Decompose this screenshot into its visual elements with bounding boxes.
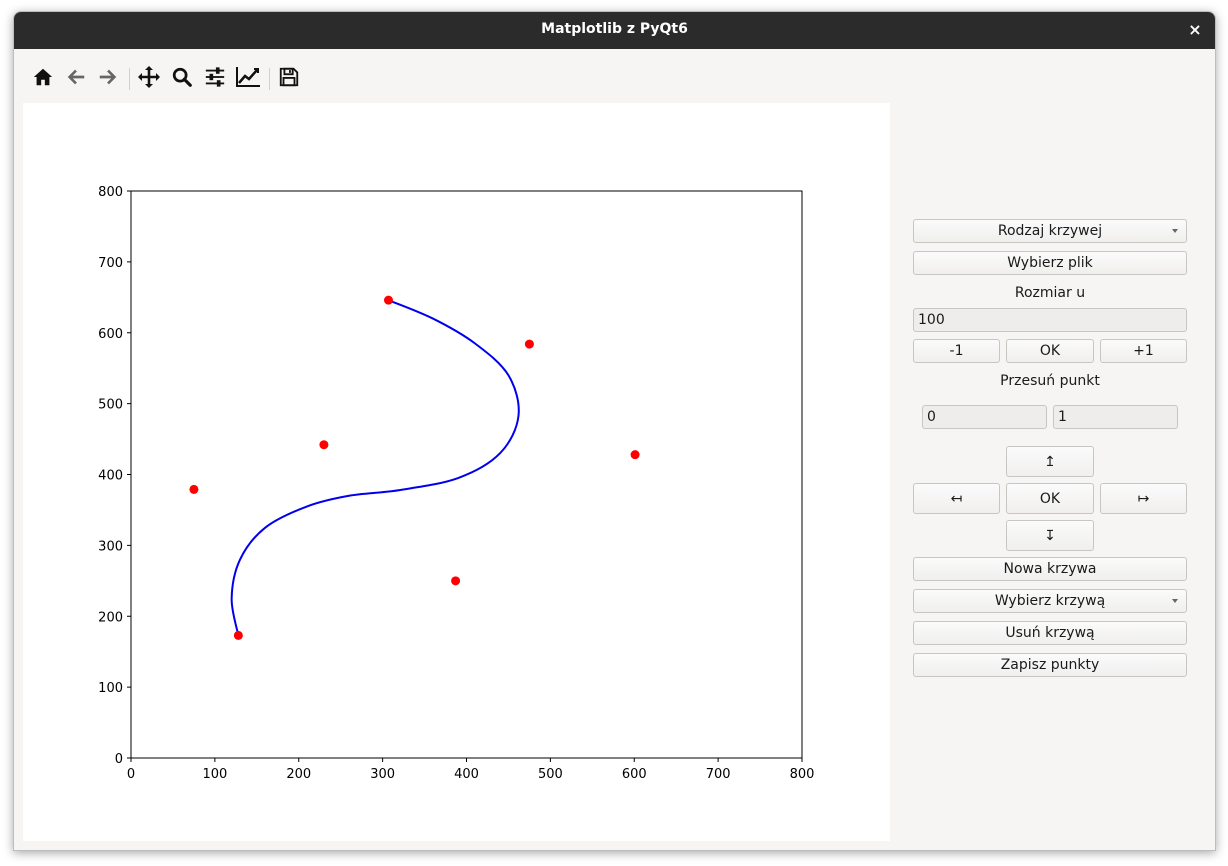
x-tick-label: 400 — [454, 767, 479, 782]
move-x-input[interactable]: 0 — [922, 405, 1047, 429]
curve-type-label: Rodzaj krzywej — [997, 223, 1103, 239]
x-tick-label: 600 — [622, 767, 647, 782]
choose-curve-label: Wybierz krzywą — [994, 593, 1106, 609]
x-tick-label: 800 — [790, 767, 815, 782]
control-point[interactable] — [451, 576, 461, 586]
y-tick-label: 200 — [98, 610, 123, 625]
chevron-down-icon — [1172, 229, 1178, 233]
move-right-button[interactable]: ↦ — [1100, 483, 1187, 514]
zoom-icon[interactable] — [167, 62, 197, 92]
move-point-label: Przesuń punkt — [1000, 373, 1100, 389]
delete-curve-button[interactable]: Usuń krzywą — [913, 621, 1187, 645]
u-size-input[interactable]: 100 — [913, 308, 1187, 332]
close-icon[interactable]: × — [1188, 20, 1202, 39]
increment-button[interactable]: +1 — [1100, 339, 1187, 363]
pan-icon[interactable] — [134, 62, 164, 92]
move-up-button[interactable]: ↥ — [1006, 446, 1094, 477]
control-point[interactable] — [524, 339, 534, 349]
y-tick-label: 600 — [98, 327, 123, 342]
choose-curve-select[interactable]: Wybierz krzywą — [913, 589, 1187, 613]
axes-frame — [130, 190, 803, 759]
x-tick-label: 100 — [202, 767, 227, 782]
configure-subplots-icon[interactable] — [200, 62, 230, 92]
move-left-button[interactable]: ↤ — [913, 483, 1000, 514]
x-tick-label: 0 — [127, 767, 135, 782]
edit-axis-icon[interactable] — [233, 62, 263, 92]
window-title: Matplotlib z PyQt6 — [541, 21, 688, 37]
y-tick-label: 400 — [98, 469, 123, 484]
y-tick-label: 700 — [98, 256, 123, 271]
forward-icon[interactable] — [93, 62, 123, 92]
x-tick-label: 700 — [706, 767, 731, 782]
curve-type-select[interactable]: Rodzaj krzywej — [913, 219, 1187, 243]
y-tick-label: 300 — [98, 539, 123, 554]
x-tick-label: 300 — [370, 767, 395, 782]
y-tick-label: 800 — [98, 185, 123, 200]
home-icon[interactable] — [28, 62, 58, 92]
toolbar-separator — [129, 68, 130, 90]
x-tick-label: 500 — [538, 767, 563, 782]
back-icon[interactable] — [61, 62, 91, 92]
y-tick-label: 0 — [115, 752, 123, 767]
y-tick-label: 500 — [98, 398, 123, 413]
move-down-button[interactable]: ↧ — [1006, 520, 1094, 551]
title-bar: Matplotlib z PyQt6 × — [14, 12, 1215, 49]
save-icon[interactable] — [274, 62, 304, 92]
chevron-down-icon — [1172, 599, 1178, 603]
control-point[interactable] — [319, 440, 329, 450]
choose-file-button[interactable]: Wybierz plik — [913, 251, 1187, 275]
u-size-label: Rozmiar u — [1014, 285, 1086, 301]
control-point[interactable] — [233, 630, 243, 640]
move-ok-button[interactable]: OK — [1006, 483, 1094, 514]
bezier-curve-line — [230, 299, 520, 636]
control-point[interactable] — [630, 450, 640, 460]
plot-svg[interactable]: 0 100 200 300 400 500 600 700 800 0 100 200 300 400 50… — [23, 103, 890, 841]
move-y-input[interactable]: 1 — [1053, 405, 1178, 429]
control-point[interactable] — [383, 295, 393, 305]
u-ok-button[interactable]: OK — [1006, 339, 1094, 363]
app-window: Matplotlib z PyQt6 × — [13, 11, 1216, 851]
navigation-toolbar — [24, 62, 404, 96]
control-point[interactable] — [189, 484, 199, 494]
x-tick-label: 200 — [286, 767, 311, 782]
decrement-button[interactable]: -1 — [913, 339, 1000, 363]
y-tick-label: 100 — [98, 681, 123, 696]
plot-canvas[interactable]: 0 100 200 300 400 500 600 700 800 0 100 200 300 400 50… — [23, 103, 890, 841]
toolbar-separator — [269, 68, 270, 90]
save-points-button[interactable]: Zapisz punkty — [913, 653, 1187, 677]
new-curve-button[interactable]: Nowa krzywa — [913, 557, 1187, 581]
